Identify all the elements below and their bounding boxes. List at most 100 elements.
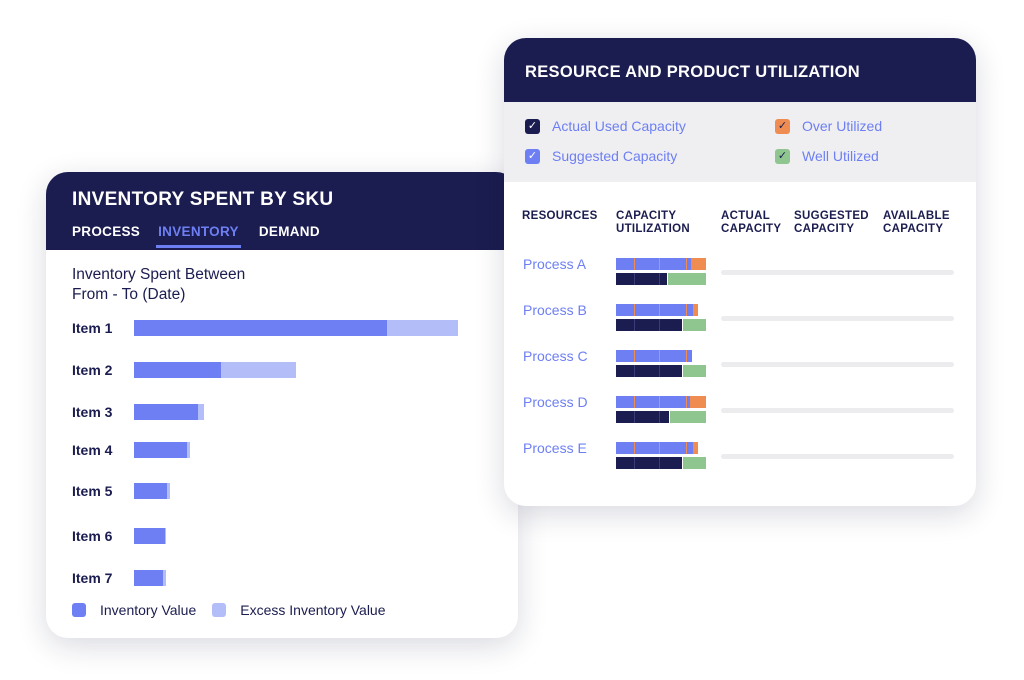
suggested-capacity-segment <box>616 350 692 362</box>
excess-inventory-value-bar[interactable] <box>387 320 458 336</box>
excess-inventory-value-legend-label: Excess Inventory Value <box>240 602 386 618</box>
column-header-text: CAPACITY <box>794 223 855 235</box>
column-header-text: ACTUAL <box>721 210 771 222</box>
bar-divider <box>659 442 661 454</box>
checkbox-checked-icon[interactable]: ✓ <box>525 118 540 134</box>
inventory-value-legend-label: Inventory Value <box>100 602 197 618</box>
capacity-utilization-bottom-bar <box>616 457 706 469</box>
capacity-value-placeholder <box>721 270 954 275</box>
bar-divider <box>659 350 661 362</box>
actual-used-capacity-segment <box>616 273 669 285</box>
bar-divider <box>659 273 661 285</box>
bar-divider <box>686 258 688 270</box>
bar-divider <box>686 396 688 408</box>
actual-used-capacity-segment <box>616 457 683 469</box>
bar-divider <box>659 365 661 377</box>
checkbox-checked-icon[interactable]: ✓ <box>525 148 540 164</box>
bar-divider <box>634 442 635 454</box>
inventory-value-bar[interactable] <box>134 362 221 378</box>
bar-divider <box>634 350 635 362</box>
column-header-capacity-utilization: CAPACITY UTILIZATION <box>616 210 690 236</box>
bar-divider <box>681 365 683 377</box>
well-utilized-segment <box>670 411 706 423</box>
excess-inventory-value-swatch <box>212 603 227 617</box>
bar-row: Item 1 <box>72 318 492 338</box>
checkbox-checked-icon[interactable]: ✓ <box>775 148 790 164</box>
over-utilized-segment <box>689 396 706 408</box>
chart-subtitle-line2: From - To (Date) <box>72 286 186 303</box>
capacity-utilization-bottom-bar <box>616 411 706 423</box>
process-name-link[interactable]: Process C <box>523 348 588 364</box>
excess-inventory-value-bar[interactable] <box>163 570 166 586</box>
legend-well-utilized[interactable]: ✓ Well Utilized <box>775 148 879 164</box>
column-header-text: UTILIZATION <box>616 223 690 235</box>
checkbox-checked-icon[interactable]: ✓ <box>775 118 790 134</box>
legend-actual-used-capacity[interactable]: ✓ Actual Used Capacity <box>525 118 686 134</box>
actual-used-capacity-segment <box>616 319 683 331</box>
column-header-text: CAPACITY <box>616 210 677 222</box>
excess-inventory-value-bar[interactable] <box>198 404 204 420</box>
bar-divider <box>659 304 661 316</box>
bar-row: Item 6 <box>72 526 492 546</box>
bar-divider <box>686 304 688 316</box>
bar-category-label: Item 2 <box>72 362 113 378</box>
column-header-available-capacity: AVAILABLE CAPACITY <box>883 210 950 236</box>
bar-divider <box>634 411 635 423</box>
inventory-value-bar[interactable] <box>134 528 165 544</box>
excess-inventory-value-bar[interactable] <box>165 528 166 544</box>
bar-divider <box>686 350 688 362</box>
capacity-utilization-bottom-bar <box>616 273 706 285</box>
bar-divider <box>669 411 670 423</box>
inventory-value-bar[interactable] <box>134 320 387 336</box>
well-utilized-segment <box>682 365 706 377</box>
inventory-card-header: INVENTORY SPENT BY SKU PROCESS INVENTORY… <box>46 172 518 250</box>
bar-divider <box>634 365 635 377</box>
column-header-resources-text: RESOURCES <box>522 210 598 222</box>
chart-subtitle: Inventory Spent Between From - To (Date) <box>72 265 245 305</box>
legend-actual-used-label: Actual Used Capacity <box>552 118 686 134</box>
inventory-value-bar[interactable] <box>134 570 163 586</box>
excess-inventory-value-bar[interactable] <box>221 362 296 378</box>
column-header-text: SUGGESTED <box>794 210 869 222</box>
legend-suggested-capacity[interactable]: ✓ Suggested Capacity <box>525 148 677 164</box>
actual-used-capacity-segment <box>616 365 683 377</box>
suggested-capacity-segment <box>616 396 690 408</box>
bar-divider <box>634 457 635 469</box>
process-name-link[interactable]: Process B <box>523 302 587 318</box>
inventory-card: INVENTORY SPENT BY SKU PROCESS INVENTORY… <box>46 172 518 638</box>
bar-divider <box>659 457 661 469</box>
inventory-value-bar[interactable] <box>134 483 167 499</box>
bar-category-label: Item 1 <box>72 320 113 336</box>
bar-divider <box>634 258 635 270</box>
inventory-value-bar[interactable] <box>134 442 187 458</box>
bar-divider <box>634 396 635 408</box>
over-utilized-segment <box>693 442 698 454</box>
capacity-value-placeholder <box>721 408 954 413</box>
capacity-utilization-top-bar <box>616 396 706 408</box>
bar-divider <box>659 396 661 408</box>
column-header-resources: RESOURCES <box>522 210 598 223</box>
over-utilized-segment <box>693 304 698 316</box>
bar-divider <box>659 319 661 331</box>
utilization-card: RESOURCE AND PRODUCT UTILIZATION ✓ Actua… <box>504 38 976 506</box>
suggested-capacity-segment <box>616 258 691 270</box>
excess-inventory-value-bar[interactable] <box>187 442 190 458</box>
capacity-utilization-top-bar <box>616 258 706 270</box>
capacity-utilization-top-bar <box>616 350 706 362</box>
bar-category-label: Item 7 <box>72 570 113 586</box>
bar-row: Item 5 <box>72 481 492 501</box>
inventory-value-bar[interactable] <box>134 404 198 420</box>
utilization-card-title: RESOURCE AND PRODUCT UTILIZATION <box>525 63 861 81</box>
legend-over-utilized[interactable]: ✓ Over Utilized <box>775 118 882 134</box>
tab-inventory[interactable]: INVENTORY <box>156 224 241 248</box>
process-name-link[interactable]: Process A <box>523 256 587 272</box>
tab-demand[interactable]: DEMAND <box>258 224 320 239</box>
over-utilized-segment <box>690 258 706 270</box>
capacity-utilization-bottom-bar <box>616 319 706 331</box>
excess-inventory-value-bar[interactable] <box>167 483 170 499</box>
process-name-link[interactable]: Process D <box>523 394 588 410</box>
suggested-capacity-segment <box>616 442 694 454</box>
process-name-link[interactable]: Process E <box>523 440 587 456</box>
column-header-text: CAPACITY <box>883 223 944 235</box>
tab-process[interactable]: PROCESS <box>72 224 141 239</box>
